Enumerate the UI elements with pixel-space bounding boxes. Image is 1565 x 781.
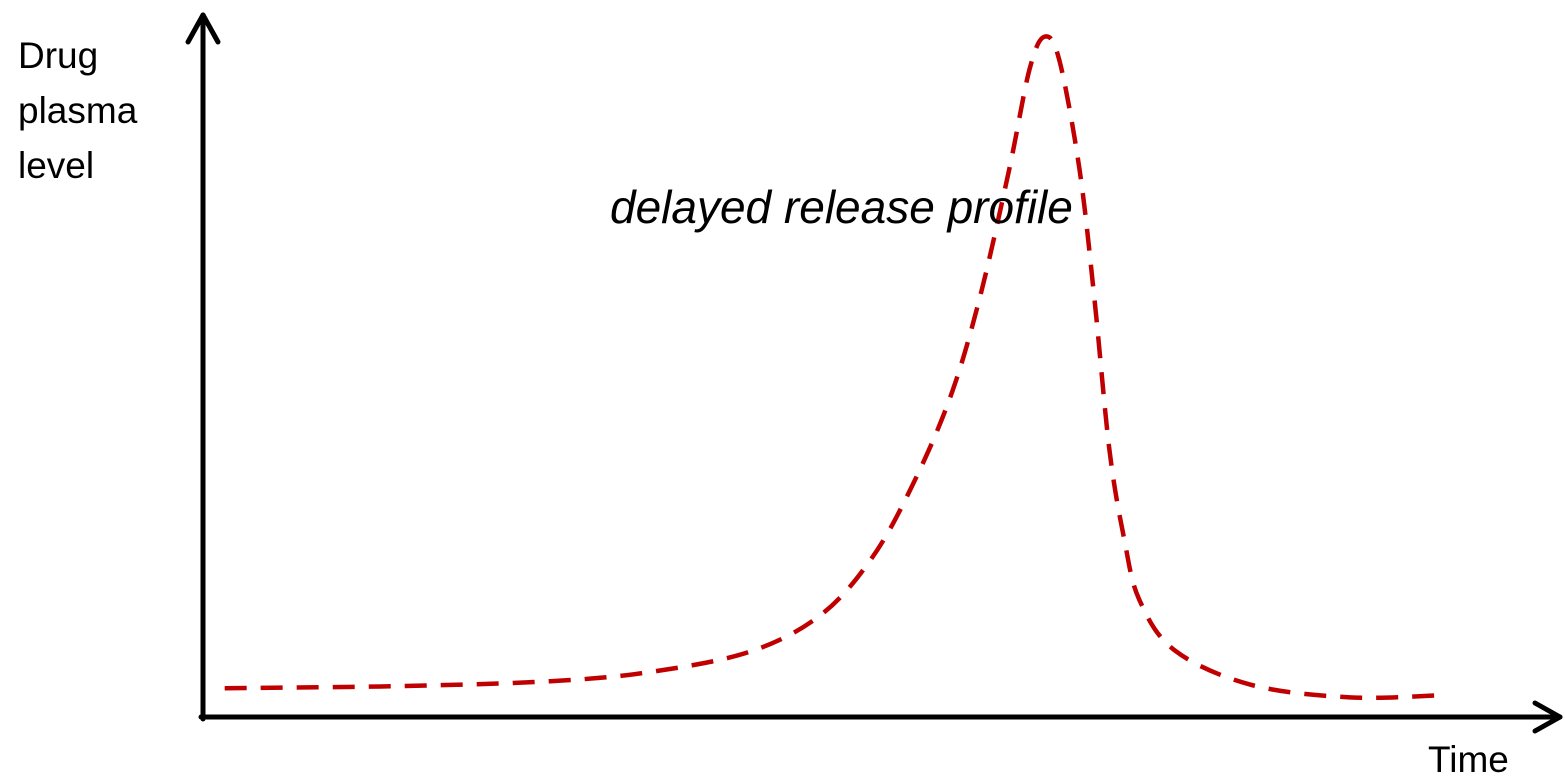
data-line: [224, 34, 1441, 701]
y-axis-arrow: [185, 12, 221, 45]
y-axis-label: Drug plasma level: [18, 35, 138, 186]
annotation: delayed release profile: [610, 181, 1073, 233]
x-axis-arrow: [1532, 700, 1563, 734]
x-axis-label: Time: [1428, 739, 1509, 780]
axes: [185, 12, 1563, 734]
